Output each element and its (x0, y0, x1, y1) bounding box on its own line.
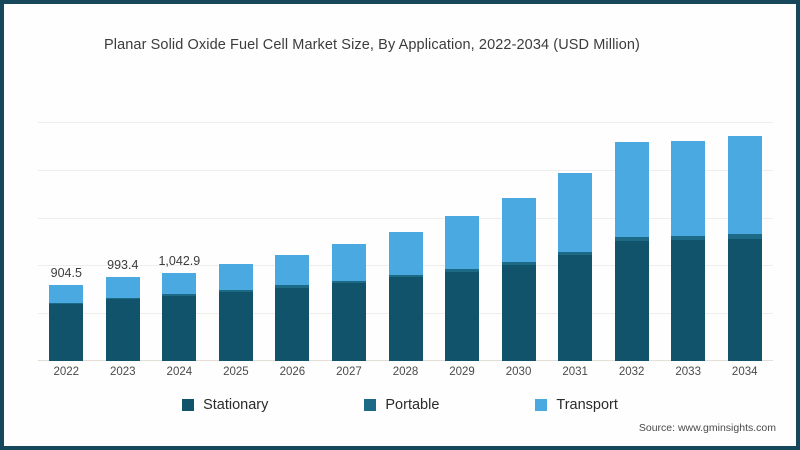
bar-segment-transport[interactable] (388, 231, 423, 275)
legend-item-stationary[interactable]: Stationary (182, 397, 268, 413)
chart-legend: Stationary Portable Transport (4, 397, 796, 413)
bar-segment-portable[interactable] (162, 294, 197, 296)
bar-group[interactable]: 993.4 (105, 258, 140, 361)
legend-item-portable[interactable]: Portable (364, 397, 439, 413)
bar-segment-stationary[interactable] (162, 295, 197, 361)
legend-label: Portable (385, 397, 440, 413)
bar-segment-portable[interactable] (501, 261, 536, 265)
bar-segment-stationary[interactable] (558, 255, 593, 361)
bar-segment-portable[interactable] (388, 274, 423, 278)
bar-segment-portable[interactable] (49, 302, 84, 305)
bar-segment-portable[interactable] (331, 280, 366, 283)
x-tick-2023: 2023 (110, 366, 136, 378)
bar-group[interactable] (614, 141, 649, 361)
x-tick-2028: 2028 (392, 366, 419, 378)
bar-segment-portable[interactable] (275, 285, 310, 288)
bar-segment-portable[interactable] (727, 234, 762, 239)
bar-group[interactable] (727, 135, 762, 361)
x-tick-2034: 2034 (731, 366, 758, 378)
gridline (38, 217, 773, 219)
bar-group[interactable] (671, 140, 706, 361)
legend-label: Stationary (203, 397, 269, 413)
x-axis-tick-labels: 2022 2023 2024 2025 2026 2027 2028 2029 2030 2031… (38, 366, 773, 386)
legend-swatch-transport-icon (535, 399, 548, 411)
bar-segment-stationary[interactable] (614, 241, 649, 361)
bar-group[interactable] (388, 231, 423, 361)
bar-segment-transport[interactable] (105, 277, 140, 298)
legend-swatch-stationary-icon (182, 399, 195, 411)
bar-segment-stationary[interactable] (671, 240, 706, 361)
bar-group[interactable] (501, 198, 536, 361)
bar-segment-stationary[interactable] (49, 304, 84, 361)
plot-area: 904.5 993.4 1,042.9 (38, 74, 773, 361)
chart-title: Planar Solid Oxide Fuel Cell Market Size… (104, 37, 640, 53)
bar-segment-transport[interactable] (331, 244, 366, 281)
bar-segment-stationary[interactable] (501, 264, 536, 361)
bar-segment-stationary[interactable] (727, 238, 762, 361)
legend-label: Transport (556, 397, 618, 413)
gridline (38, 121, 773, 123)
bar-segment-stationary[interactable] (275, 287, 310, 361)
bar-segment-stationary[interactable] (105, 299, 140, 361)
bar-group[interactable] (445, 216, 480, 361)
bar-segment-transport[interactable] (614, 141, 649, 238)
bar-segment-portable[interactable] (671, 236, 706, 241)
bar-group[interactable] (558, 173, 593, 361)
x-tick-2033: 2033 (675, 366, 701, 378)
bar-segment-portable[interactable] (614, 237, 649, 242)
bar-group[interactable] (218, 264, 253, 361)
chart-canvas: Planar Solid Oxide Fuel Cell Market Size… (4, 4, 796, 446)
bar-segment-transport[interactable] (49, 284, 84, 303)
x-tick-2031: 2031 (562, 366, 588, 378)
bar-segment-portable[interactable] (105, 297, 140, 300)
bar-segment-stationary[interactable] (445, 271, 480, 361)
bar-value-label: 993.4 (107, 258, 139, 273)
bar-segment-portable[interactable] (558, 251, 593, 256)
bar-segment-transport[interactable] (275, 254, 310, 286)
x-tick-2026: 2026 (279, 366, 306, 378)
bar-segment-transport[interactable] (445, 216, 480, 269)
legend-item-transport[interactable]: Transport (535, 397, 618, 413)
x-tick-2030: 2030 (505, 366, 532, 378)
bar-value-label: 1,042.9 (158, 253, 201, 268)
bar-group[interactable] (275, 254, 310, 361)
x-tick-2029: 2029 (449, 366, 475, 378)
bar-group[interactable]: 904.5 (49, 266, 84, 361)
bar-segment-portable[interactable] (445, 268, 480, 272)
x-tick-2027: 2027 (336, 366, 362, 378)
bar-segment-stationary[interactable] (218, 292, 253, 361)
bar-segment-transport[interactable] (558, 173, 593, 252)
bar-segment-transport[interactable] (218, 264, 253, 291)
x-tick-2024: 2024 (166, 366, 193, 378)
bar-group[interactable] (331, 244, 366, 361)
source-attribution: Source: www.gminsights.com (638, 422, 776, 434)
x-tick-2025: 2025 (223, 366, 249, 378)
x-tick-2032: 2032 (618, 366, 645, 378)
bar-segment-stationary[interactable] (331, 282, 366, 361)
x-tick-2022: 2022 (53, 366, 80, 378)
bar-segment-stationary[interactable] (388, 277, 423, 361)
bar-group[interactable]: 1,042.9 (158, 254, 200, 361)
gridline (38, 169, 773, 171)
bar-segment-transport[interactable] (162, 272, 197, 295)
bar-segment-transport[interactable] (671, 140, 706, 237)
bar-value-label: 904.5 (50, 265, 82, 280)
bar-segment-transport[interactable] (727, 135, 762, 235)
bar-segment-transport[interactable] (501, 198, 536, 262)
legend-swatch-portable-icon (364, 399, 377, 411)
bar-segment-portable[interactable] (218, 290, 253, 293)
